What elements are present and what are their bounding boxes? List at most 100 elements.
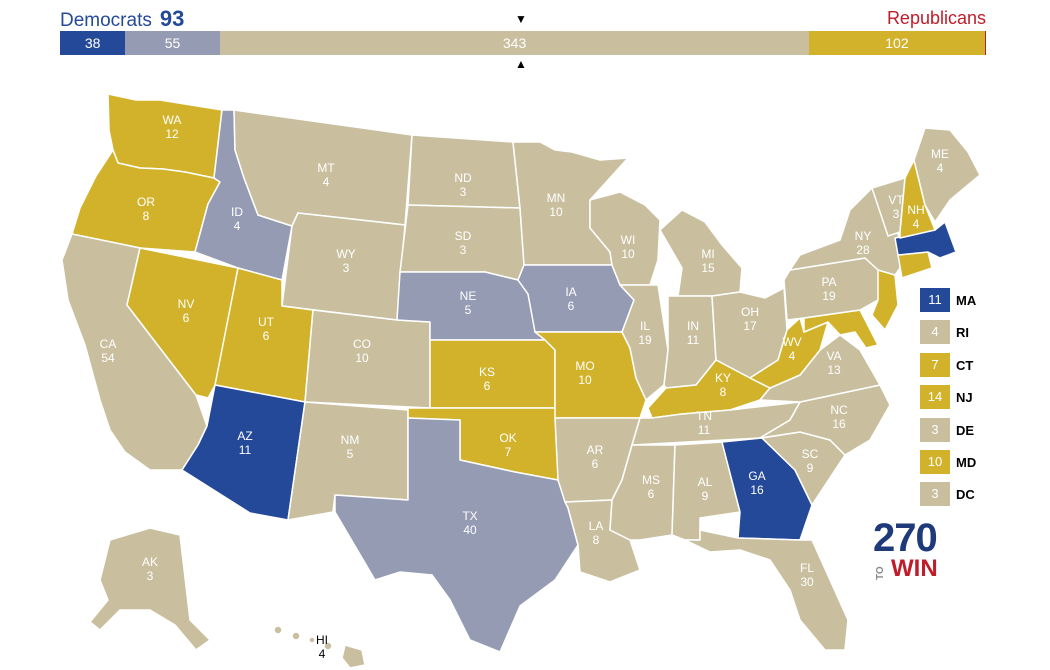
- legend-ev-NJ: 14: [920, 385, 950, 409]
- state-ev-HI: 4: [319, 647, 326, 661]
- state-label-SD: SD: [455, 229, 472, 243]
- state-label-HI: HI: [316, 633, 328, 647]
- state-FL[interactable]: [684, 529, 849, 651]
- state-label-NM: NM: [341, 433, 360, 447]
- state-ev-OH: 17: [743, 319, 757, 333]
- state-ev-OR: 8: [143, 209, 150, 223]
- state-label-UT: UT: [258, 315, 275, 329]
- legend-row-MD[interactable]: 10 MD: [920, 450, 976, 474]
- legend-ev-DC: 3: [920, 482, 950, 506]
- state-HI[interactable]: [273, 625, 366, 669]
- state-ev-MT: 4: [323, 175, 330, 189]
- state-label-CA: CA: [100, 337, 117, 351]
- state-ev-UT: 6: [263, 329, 270, 343]
- state-ev-WA: 12: [165, 127, 179, 141]
- ev-bar-segment: 343: [219, 31, 810, 55]
- ev-bar-segment: 55: [125, 31, 220, 55]
- state-ME[interactable]: [913, 127, 981, 223]
- state-ev-MO: 10: [578, 373, 592, 387]
- state-label-OH: OH: [741, 305, 759, 319]
- state-CT[interactable]: [897, 251, 933, 279]
- state-label-NC: NC: [830, 403, 848, 417]
- majority-marker-bottom-icon: ▲: [515, 57, 527, 71]
- legend-code-DE: DE: [956, 422, 975, 438]
- state-MA[interactable]: [894, 221, 957, 259]
- legend-row-DE[interactable]: 3 DE: [920, 418, 974, 442]
- state-ev-NY: 28: [856, 243, 870, 257]
- legend-row-RI[interactable]: 4 RI: [920, 320, 969, 344]
- state-label-WA: WA: [163, 113, 182, 127]
- state-ev-AL: 9: [702, 489, 709, 503]
- state-label-ND: ND: [454, 171, 472, 185]
- state-ev-KY: 8: [720, 385, 727, 399]
- state-label-AL: AL: [698, 475, 713, 489]
- state-label-WV: WV: [782, 335, 801, 349]
- logo-to: TO: [875, 566, 886, 580]
- state-label-OR: OR: [137, 195, 155, 209]
- state-IL[interactable]: [619, 284, 669, 401]
- state-label-MO: MO: [575, 359, 594, 373]
- state-ev-NE: 5: [465, 303, 472, 317]
- state-ev-FL: 30: [800, 575, 814, 589]
- state-ev-SD: 3: [460, 243, 467, 257]
- legend-code-MA: MA: [956, 292, 977, 308]
- state-ev-IA: 6: [568, 299, 575, 313]
- legend-row-NJ[interactable]: 14 NJ: [920, 385, 973, 409]
- state-ev-LA: 8: [593, 533, 600, 547]
- state-ev-NV: 6: [183, 311, 190, 325]
- state-label-SC: SC: [802, 447, 819, 461]
- state-label-AR: AR: [587, 443, 604, 457]
- state-ev-NH: 4: [913, 217, 920, 231]
- state-label-ME: ME: [931, 147, 949, 161]
- state-MI[interactable]: [659, 209, 743, 297]
- state-label-IA: IA: [565, 285, 576, 299]
- state-ev-PA: 19: [822, 289, 836, 303]
- state-ev-MN: 10: [549, 205, 563, 219]
- state-WV[interactable]: [749, 317, 829, 389]
- legend-row-DC[interactable]: 3 DC: [920, 482, 975, 506]
- state-NC[interactable]: [759, 384, 891, 456]
- state-TX[interactable]: [334, 417, 579, 653]
- state-label-GA: GA: [748, 469, 765, 483]
- ev-bar-segment: 102: [809, 31, 985, 55]
- state-label-WI: WI: [621, 233, 636, 247]
- legend-ev-CT: 7: [920, 353, 950, 377]
- state-ev-MI: 15: [701, 261, 715, 275]
- logo-win: WIN: [891, 555, 938, 582]
- state-ev-IN: 11: [687, 333, 700, 347]
- state-MD[interactable]: [803, 309, 879, 349]
- state-ev-WI: 10: [621, 247, 635, 261]
- state-AK[interactable]: [89, 527, 211, 651]
- state-ev-NC: 16: [832, 417, 846, 431]
- state-ev-ND: 3: [460, 185, 467, 199]
- state-label-NH: NH: [907, 203, 924, 217]
- state-label-FL: FL: [800, 561, 814, 575]
- state-ev-TN: 11: [698, 423, 711, 437]
- state-label-IN: IN: [687, 319, 699, 333]
- legend-ev-MD: 10: [920, 450, 950, 474]
- state-label-MN: MN: [547, 191, 566, 205]
- state-label-MI: MI: [701, 247, 714, 261]
- state-label-KS: KS: [479, 365, 495, 379]
- 270towin-logo: 270 TO WIN: [873, 518, 943, 584]
- legend-row-CT[interactable]: 7 CT: [920, 353, 973, 377]
- state-label-NY: NY: [855, 229, 872, 243]
- state-label-MT: MT: [317, 161, 335, 175]
- state-label-KY: KY: [715, 371, 731, 385]
- state-label-MS: MS: [642, 473, 660, 487]
- legend-code-DC: DC: [956, 486, 975, 502]
- state-ev-VT: 3: [893, 207, 900, 221]
- state-label-CO: CO: [353, 337, 371, 351]
- legend-code-RI: RI: [956, 324, 969, 340]
- electoral-vote-bar: 38 55 343 102: [60, 31, 986, 55]
- state-label-OK: OK: [499, 431, 516, 445]
- state-ev-TX: 40: [463, 523, 477, 537]
- legend-row-MA[interactable]: 11 MA: [920, 288, 976, 312]
- state-label-TX: TX: [462, 509, 477, 523]
- state-ev-OK: 7: [505, 445, 512, 459]
- state-ev-ID: 4: [234, 219, 241, 233]
- state-label-AZ: AZ: [237, 429, 252, 443]
- state-ev-KS: 6: [484, 379, 491, 393]
- state-label-TN: TN: [696, 409, 712, 423]
- state-label-PA: PA: [821, 275, 836, 289]
